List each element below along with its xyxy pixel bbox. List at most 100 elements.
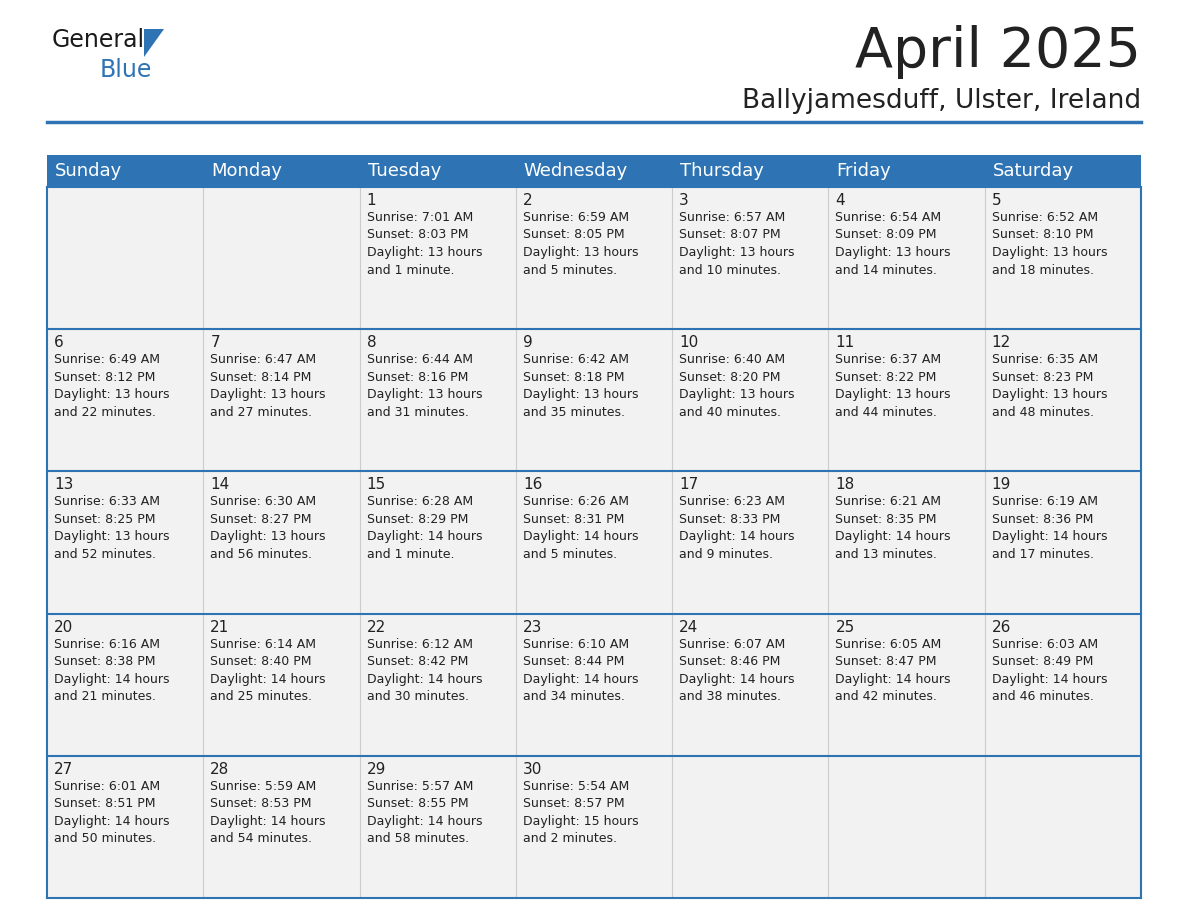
Bar (203, 613, 360, 756)
Text: 22: 22 (367, 620, 386, 634)
Text: 30: 30 (523, 762, 542, 777)
Bar (360, 472, 516, 613)
Text: 28: 28 (210, 762, 229, 777)
Text: Sunrise: 6:05 AM
Sunset: 8:47 PM
Daylight: 14 hours
and 42 minutes.: Sunrise: 6:05 AM Sunset: 8:47 PM Dayligh… (835, 638, 950, 703)
Text: Sunrise: 6:52 AM
Sunset: 8:10 PM
Daylight: 13 hours
and 18 minutes.: Sunrise: 6:52 AM Sunset: 8:10 PM Dayligh… (992, 211, 1107, 276)
Text: Sunrise: 6:44 AM
Sunset: 8:16 PM
Daylight: 13 hours
and 31 minutes.: Sunrise: 6:44 AM Sunset: 8:16 PM Dayligh… (367, 353, 482, 419)
Text: Sunrise: 6:40 AM
Sunset: 8:20 PM
Daylight: 13 hours
and 40 minutes.: Sunrise: 6:40 AM Sunset: 8:20 PM Dayligh… (680, 353, 795, 419)
Bar (48, 613, 203, 756)
Text: Sunrise: 6:49 AM
Sunset: 8:12 PM
Daylight: 13 hours
and 22 minutes.: Sunrise: 6:49 AM Sunset: 8:12 PM Dayligh… (53, 353, 170, 419)
Text: Sunrise: 6:42 AM
Sunset: 8:18 PM
Daylight: 13 hours
and 35 minutes.: Sunrise: 6:42 AM Sunset: 8:18 PM Dayligh… (523, 353, 638, 419)
Text: Sunrise: 6:01 AM
Sunset: 8:51 PM
Daylight: 14 hours
and 50 minutes.: Sunrise: 6:01 AM Sunset: 8:51 PM Dayligh… (53, 779, 170, 845)
Bar (360, 756, 516, 898)
Text: Sunrise: 6:35 AM
Sunset: 8:23 PM
Daylight: 13 hours
and 48 minutes.: Sunrise: 6:35 AM Sunset: 8:23 PM Dayligh… (992, 353, 1107, 419)
Text: 16: 16 (523, 477, 542, 492)
Bar (516, 472, 672, 613)
Text: 15: 15 (367, 477, 386, 492)
Text: Sunrise: 6:30 AM
Sunset: 8:27 PM
Daylight: 13 hours
and 56 minutes.: Sunrise: 6:30 AM Sunset: 8:27 PM Dayligh… (210, 496, 326, 561)
Text: 3: 3 (680, 193, 689, 208)
Text: 18: 18 (835, 477, 854, 492)
Text: Sunrise: 6:16 AM
Sunset: 8:38 PM
Daylight: 14 hours
and 21 minutes.: Sunrise: 6:16 AM Sunset: 8:38 PM Dayligh… (53, 638, 170, 703)
Text: Sunrise: 6:54 AM
Sunset: 8:09 PM
Daylight: 13 hours
and 14 minutes.: Sunrise: 6:54 AM Sunset: 8:09 PM Dayligh… (835, 211, 950, 276)
Polygon shape (144, 29, 164, 57)
Text: Thursday: Thursday (681, 162, 764, 180)
Text: 19: 19 (992, 477, 1011, 492)
Bar (672, 330, 828, 472)
Text: 23: 23 (523, 620, 542, 634)
Bar (516, 613, 672, 756)
Text: Saturday: Saturday (993, 162, 1074, 180)
Bar (48, 187, 203, 330)
Text: Sunrise: 6:19 AM
Sunset: 8:36 PM
Daylight: 14 hours
and 17 minutes.: Sunrise: 6:19 AM Sunset: 8:36 PM Dayligh… (992, 496, 1107, 561)
Bar (672, 613, 828, 756)
Text: 12: 12 (992, 335, 1011, 350)
Text: Sunrise: 5:59 AM
Sunset: 8:53 PM
Daylight: 14 hours
and 54 minutes.: Sunrise: 5:59 AM Sunset: 8:53 PM Dayligh… (210, 779, 326, 845)
Text: 27: 27 (53, 762, 74, 777)
Bar (828, 187, 985, 330)
Text: Monday: Monday (211, 162, 283, 180)
Bar (48, 472, 203, 613)
Text: Sunday: Sunday (55, 162, 122, 180)
Bar (985, 756, 1140, 898)
Text: Tuesday: Tuesday (367, 162, 441, 180)
Text: 21: 21 (210, 620, 229, 634)
Bar (360, 330, 516, 472)
Text: 14: 14 (210, 477, 229, 492)
Text: 13: 13 (53, 477, 74, 492)
Text: Sunrise: 6:07 AM
Sunset: 8:46 PM
Daylight: 14 hours
and 38 minutes.: Sunrise: 6:07 AM Sunset: 8:46 PM Dayligh… (680, 638, 795, 703)
Text: Wednesday: Wednesday (524, 162, 628, 180)
Bar (828, 472, 985, 613)
Bar (48, 330, 203, 472)
Text: 29: 29 (367, 762, 386, 777)
Text: Sunrise: 6:21 AM
Sunset: 8:35 PM
Daylight: 14 hours
and 13 minutes.: Sunrise: 6:21 AM Sunset: 8:35 PM Dayligh… (835, 496, 950, 561)
Bar (985, 330, 1140, 472)
Bar (360, 613, 516, 756)
Text: April 2025: April 2025 (855, 25, 1140, 79)
Text: 1: 1 (367, 193, 377, 208)
Text: Sunrise: 6:12 AM
Sunset: 8:42 PM
Daylight: 14 hours
and 30 minutes.: Sunrise: 6:12 AM Sunset: 8:42 PM Dayligh… (367, 638, 482, 703)
Text: 5: 5 (992, 193, 1001, 208)
Text: 17: 17 (680, 477, 699, 492)
Bar (985, 613, 1140, 756)
Text: 10: 10 (680, 335, 699, 350)
Bar (48, 155, 1140, 187)
Text: Sunrise: 6:57 AM
Sunset: 8:07 PM
Daylight: 13 hours
and 10 minutes.: Sunrise: 6:57 AM Sunset: 8:07 PM Dayligh… (680, 211, 795, 276)
Text: Sunrise: 6:59 AM
Sunset: 8:05 PM
Daylight: 13 hours
and 5 minutes.: Sunrise: 6:59 AM Sunset: 8:05 PM Dayligh… (523, 211, 638, 276)
Text: 20: 20 (53, 620, 74, 634)
Text: Blue: Blue (100, 58, 152, 82)
Text: 7: 7 (210, 335, 220, 350)
Text: 8: 8 (367, 335, 377, 350)
Bar (203, 756, 360, 898)
Text: Sunrise: 6:33 AM
Sunset: 8:25 PM
Daylight: 13 hours
and 52 minutes.: Sunrise: 6:33 AM Sunset: 8:25 PM Dayligh… (53, 496, 170, 561)
Bar (828, 756, 985, 898)
Text: Sunrise: 6:14 AM
Sunset: 8:40 PM
Daylight: 14 hours
and 25 minutes.: Sunrise: 6:14 AM Sunset: 8:40 PM Dayligh… (210, 638, 326, 703)
Bar (516, 187, 672, 330)
Bar (672, 756, 828, 898)
Text: Sunrise: 6:47 AM
Sunset: 8:14 PM
Daylight: 13 hours
and 27 minutes.: Sunrise: 6:47 AM Sunset: 8:14 PM Dayligh… (210, 353, 326, 419)
Text: Sunrise: 5:57 AM
Sunset: 8:55 PM
Daylight: 14 hours
and 58 minutes.: Sunrise: 5:57 AM Sunset: 8:55 PM Dayligh… (367, 779, 482, 845)
Text: 4: 4 (835, 193, 845, 208)
Bar (672, 187, 828, 330)
Text: Sunrise: 6:23 AM
Sunset: 8:33 PM
Daylight: 14 hours
and 9 minutes.: Sunrise: 6:23 AM Sunset: 8:33 PM Dayligh… (680, 496, 795, 561)
Text: Sunrise: 6:03 AM
Sunset: 8:49 PM
Daylight: 14 hours
and 46 minutes.: Sunrise: 6:03 AM Sunset: 8:49 PM Dayligh… (992, 638, 1107, 703)
Bar (985, 187, 1140, 330)
Text: Sunrise: 6:10 AM
Sunset: 8:44 PM
Daylight: 14 hours
and 34 minutes.: Sunrise: 6:10 AM Sunset: 8:44 PM Dayligh… (523, 638, 638, 703)
Text: 24: 24 (680, 620, 699, 634)
Text: 9: 9 (523, 335, 532, 350)
Text: Friday: Friday (836, 162, 891, 180)
Text: Sunrise: 7:01 AM
Sunset: 8:03 PM
Daylight: 13 hours
and 1 minute.: Sunrise: 7:01 AM Sunset: 8:03 PM Dayligh… (367, 211, 482, 276)
Bar (360, 187, 516, 330)
Text: 26: 26 (992, 620, 1011, 634)
Bar (48, 756, 203, 898)
Text: Sunrise: 5:54 AM
Sunset: 8:57 PM
Daylight: 15 hours
and 2 minutes.: Sunrise: 5:54 AM Sunset: 8:57 PM Dayligh… (523, 779, 638, 845)
Text: 25: 25 (835, 620, 854, 634)
Bar (203, 330, 360, 472)
Text: 6: 6 (53, 335, 64, 350)
Text: Sunrise: 6:28 AM
Sunset: 8:29 PM
Daylight: 14 hours
and 1 minute.: Sunrise: 6:28 AM Sunset: 8:29 PM Dayligh… (367, 496, 482, 561)
Text: Sunrise: 6:26 AM
Sunset: 8:31 PM
Daylight: 14 hours
and 5 minutes.: Sunrise: 6:26 AM Sunset: 8:31 PM Dayligh… (523, 496, 638, 561)
Text: Sunrise: 6:37 AM
Sunset: 8:22 PM
Daylight: 13 hours
and 44 minutes.: Sunrise: 6:37 AM Sunset: 8:22 PM Dayligh… (835, 353, 950, 419)
Bar (672, 472, 828, 613)
Text: General: General (52, 28, 145, 52)
Bar (516, 330, 672, 472)
Bar (203, 187, 360, 330)
